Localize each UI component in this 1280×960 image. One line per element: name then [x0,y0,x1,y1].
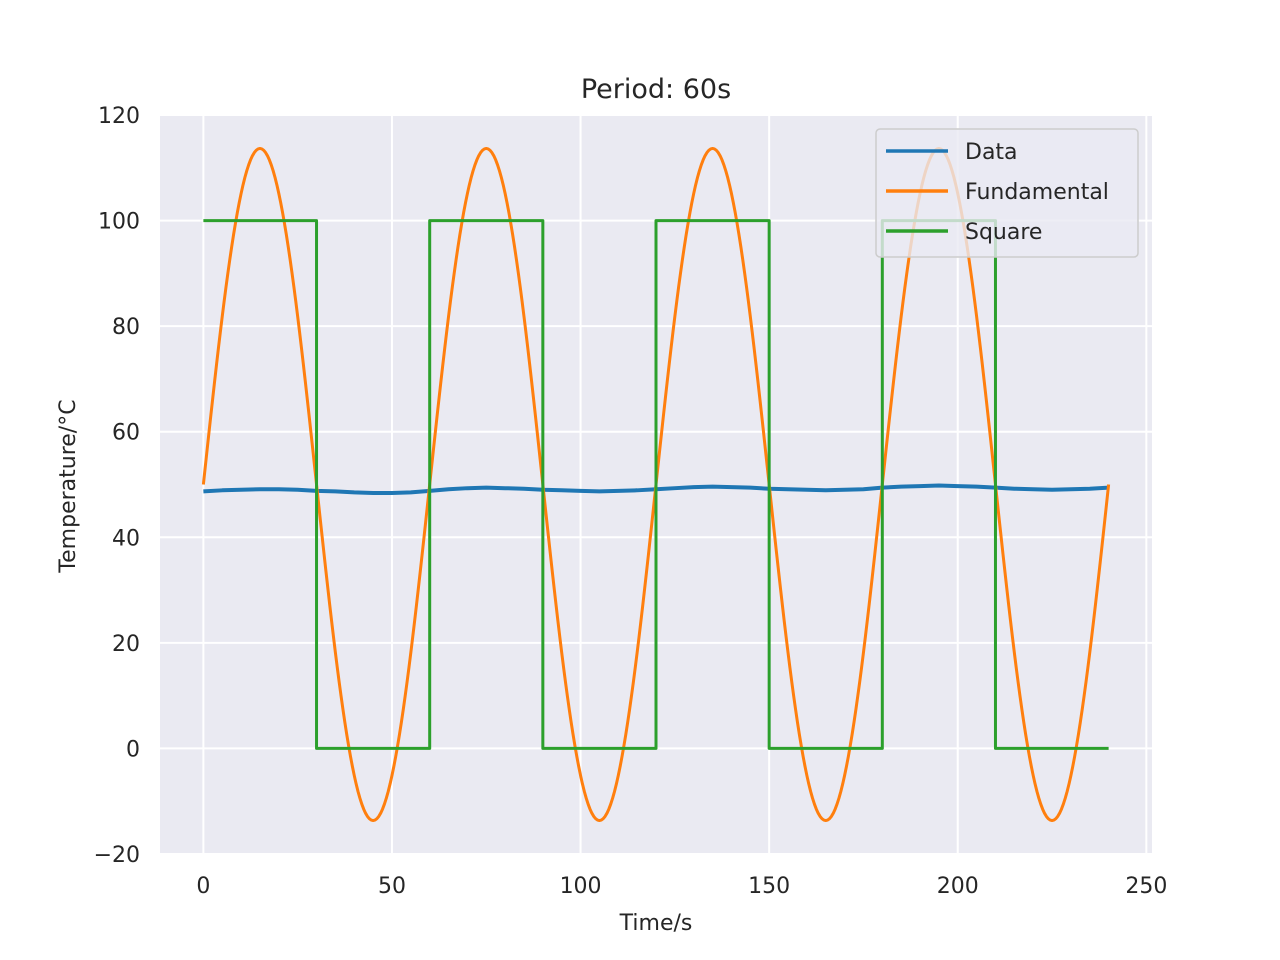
legend-label: Fundamental [965,180,1109,205]
y-tick-label: 80 [112,315,140,340]
x-tick-label: 50 [378,874,406,899]
legend-item-fundamental: Fundamental [886,180,1109,205]
legend-item-square: Square [886,220,1042,245]
chart-title: Period: 60s [581,74,731,105]
y-axis-label: Temperature/°C [56,399,81,573]
x-tick-label: 200 [937,874,979,899]
x-axis-ticks: 0 50 100 150 200 250 [196,874,1167,899]
y-tick-label: 120 [98,104,140,129]
y-tick-label: 0 [126,737,140,762]
y-axis-ticks: −20 0 20 40 60 80 100 120 [94,104,140,868]
y-tick-label: 20 [112,632,140,657]
x-tick-label: 0 [196,874,210,899]
legend-label: Data [965,140,1018,165]
legend-box [875,128,1139,258]
x-axis-label: Time/s [619,911,693,936]
x-tick-label: 250 [1125,874,1167,899]
legend-label: Square [965,220,1042,245]
y-tick-label: 100 [98,210,140,235]
legend: Data Fundamental Square [875,128,1139,258]
x-tick-label: 150 [748,874,790,899]
y-tick-label: −20 [94,843,140,868]
y-tick-label: 60 [112,421,140,446]
legend-item-data: Data [886,140,1018,165]
x-tick-label: 100 [560,874,602,899]
y-tick-label: 40 [112,526,140,551]
